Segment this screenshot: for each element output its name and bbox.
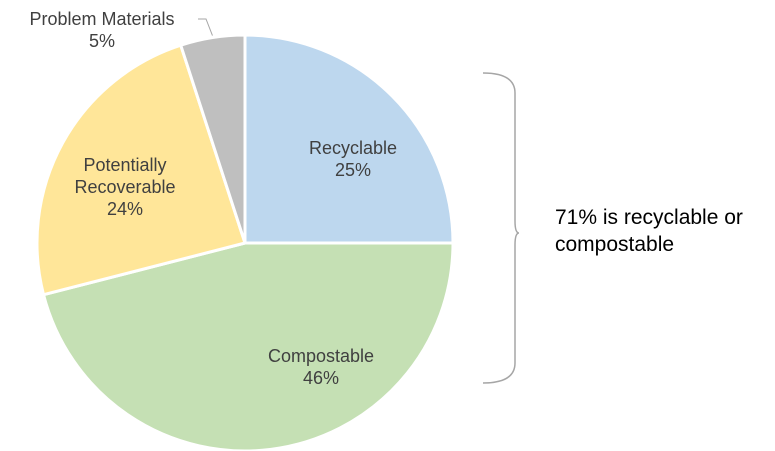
- label-name-line: Problem Materials: [29, 9, 174, 29]
- label-recyclable: Recyclable 25%: [309, 138, 397, 180]
- label-name-line: Recyclable: [309, 138, 397, 158]
- label-potentially-recoverable: Potentially Recoverable 24%: [74, 155, 175, 219]
- pie-slices: [35, 33, 455, 451]
- slice-problem-materials: [179, 33, 247, 245]
- annotation-line-1: 71% is recyclable or: [555, 206, 743, 229]
- label-name-line: Compostable: [268, 346, 374, 366]
- annotation-text: 71% is recyclable or compostable: [555, 206, 749, 256]
- leader-lines: [198, 18, 213, 36]
- annotation-line-2: compostable: [555, 233, 674, 256]
- label-problem-materials: Problem Materials 5%: [29, 9, 174, 51]
- label-value: 25%: [335, 160, 371, 180]
- label-value: 46%: [303, 368, 339, 388]
- label-value: 24%: [107, 199, 143, 219]
- slice-compostable: [42, 241, 455, 451]
- label-value: 5%: [89, 31, 115, 51]
- label-compostable: Compostable 46%: [268, 346, 374, 388]
- annotation-bracket: [482, 72, 520, 384]
- leader-line-problem-materials: [198, 18, 213, 36]
- slice-potentially-recoverable: [35, 43, 247, 297]
- label-name-line: Potentially: [83, 155, 166, 175]
- slice-recyclable: [243, 33, 455, 245]
- data-labels: Recyclable 25%Compostable 46%Potentially Re…: [29, 9, 397, 388]
- label-name-line: Recoverable: [74, 177, 175, 197]
